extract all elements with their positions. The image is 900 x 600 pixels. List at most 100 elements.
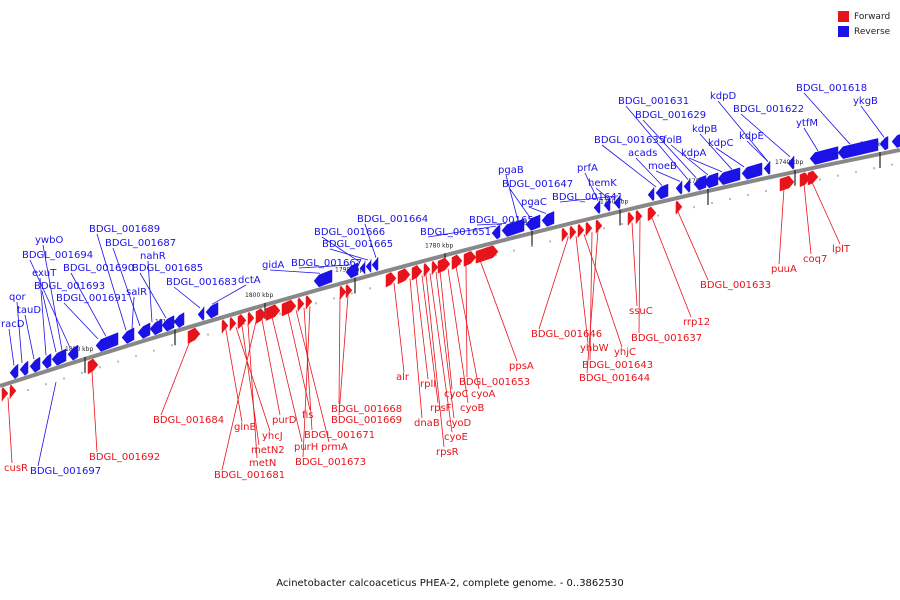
reverse-gene-label: kdpB xyxy=(692,124,717,135)
reverse-gene-label: BDGL_001629 xyxy=(635,110,706,121)
reverse-gene-label: acads xyxy=(628,148,657,159)
leader-line xyxy=(642,119,697,178)
reverse-gene-label: BDGL_001693 xyxy=(34,281,105,292)
forward-gene-label: yhbW xyxy=(580,343,609,354)
forward-gene-label: BDGL_001646 xyxy=(531,329,602,340)
leader-line xyxy=(811,181,841,245)
forward-gene-arrow xyxy=(9,384,17,399)
reverse-gene-arrow xyxy=(95,332,119,352)
leader-line xyxy=(271,316,303,443)
leader-line xyxy=(221,321,257,471)
leader-line xyxy=(655,170,681,182)
leader-line xyxy=(329,248,369,261)
reverse-gene-label: BDGL_001666 xyxy=(314,227,385,238)
reverse-gene-label: BDGL_001664 xyxy=(357,214,428,225)
reverse-gene-arrow xyxy=(9,363,19,380)
leader-line xyxy=(302,306,311,458)
legend-forward: Forward xyxy=(838,9,890,24)
leader-line xyxy=(295,309,330,443)
leader-line xyxy=(261,319,281,416)
reverse-gene-label: nahR xyxy=(140,251,166,262)
forward-gene-arrow xyxy=(237,314,247,330)
forward-gene-label: BDGL_001643 xyxy=(582,360,653,371)
reverse-gene-label: BDGL_001641 xyxy=(552,192,623,203)
leader-line xyxy=(421,275,439,404)
leader-line xyxy=(803,92,851,145)
forward-gene-arrow xyxy=(577,223,585,239)
reverse-gene-label: BDGL_001691 xyxy=(56,293,127,304)
reverse-gene-label: BDGL_001618 xyxy=(796,83,867,94)
reverse-gene-arrow xyxy=(359,260,366,275)
reverse-gene-arrow xyxy=(345,262,359,279)
forward-gene-label: yhcJ xyxy=(262,431,283,442)
forward-gene-arrow xyxy=(595,219,603,234)
leader-line xyxy=(505,174,519,221)
forward-gene-label: purD xyxy=(272,415,297,426)
reverse-gene-label: BDGL_001683 xyxy=(166,277,237,288)
leader-line xyxy=(425,274,445,448)
reverse-gene-label: BDGL_001635 xyxy=(594,135,665,146)
forward-gene-label: BDGL_001668 xyxy=(331,404,402,415)
leader-line xyxy=(247,323,258,459)
leader-line xyxy=(63,302,99,340)
reverse-gene-arrow xyxy=(51,348,67,366)
forward-gene-arrow xyxy=(437,257,451,274)
leader-line xyxy=(586,230,599,374)
reverse-gene-arrow xyxy=(491,224,501,240)
tick-label: 1780 kbp xyxy=(425,242,453,249)
leader-line xyxy=(160,340,191,416)
forward-gene-arrow xyxy=(627,211,635,227)
reverse-gene-arrow xyxy=(593,199,601,215)
reverse-gene-arrow xyxy=(891,134,900,148)
leader-line xyxy=(583,233,623,348)
leader-line xyxy=(409,278,423,419)
forward-gene-label: alr xyxy=(396,372,410,383)
forward-gene-arrow xyxy=(1,386,9,402)
leader-line xyxy=(625,105,689,180)
leader-line xyxy=(584,172,599,201)
reverse-gene-arrow xyxy=(647,186,655,202)
forward-gene-label: BDGL_001633 xyxy=(700,280,771,291)
reverse-gene-arrow xyxy=(541,211,555,227)
forward-gene-label: lplT xyxy=(832,244,851,255)
reverse-gene-arrow xyxy=(741,162,763,180)
reverse-gene-arrow xyxy=(879,135,889,151)
leader-line xyxy=(29,259,71,348)
forward-gene-label: BDGL_001673 xyxy=(295,457,366,468)
forward-gene-label: glnB xyxy=(234,422,256,433)
reverse-gene-label: dctA xyxy=(238,275,261,286)
forward-gene-label: fis xyxy=(302,410,314,421)
leader-line xyxy=(173,286,201,309)
forward-gene-label: BDGL_001684 xyxy=(153,415,224,426)
leader-line xyxy=(429,273,453,433)
reverse-gene-label: racD xyxy=(1,319,25,330)
reverse-gene-label: kdpC xyxy=(708,138,733,149)
legend-reverse: Reverse xyxy=(838,24,890,39)
leader-line xyxy=(287,312,311,411)
forward-gene-arrow xyxy=(411,265,423,281)
leader-line xyxy=(241,325,260,446)
reverse-gene-label: BDGL_001622 xyxy=(733,104,804,115)
leader-line xyxy=(631,222,638,307)
leader-line xyxy=(211,284,247,305)
reverse-gene-arrow xyxy=(717,167,741,185)
leader-line xyxy=(528,206,547,214)
forward-gene-arrow xyxy=(187,327,201,344)
forward-gene-label: BDGL_001669 xyxy=(331,415,402,426)
leader-line xyxy=(439,270,453,390)
reverse-gene-arrow xyxy=(763,160,771,175)
leader-line xyxy=(476,223,507,226)
leader-line xyxy=(415,276,429,380)
leader-line xyxy=(91,370,98,453)
reverse-gene-arrow xyxy=(19,360,29,376)
reverse-gene-arrow xyxy=(41,353,52,369)
forward-gene-label: rrp12 xyxy=(683,317,710,328)
forward-gene-label: rpsF xyxy=(430,403,452,414)
reverse-gene-label: pgaC xyxy=(521,197,547,208)
forward-gene-label: dnaB xyxy=(414,418,440,429)
forward-gene-arrow xyxy=(799,172,811,188)
reverse-gene-label: ywbO xyxy=(35,235,63,246)
forward-gene-label: BDGL_001681 xyxy=(214,470,285,481)
forward-gene-arrow xyxy=(475,245,499,264)
